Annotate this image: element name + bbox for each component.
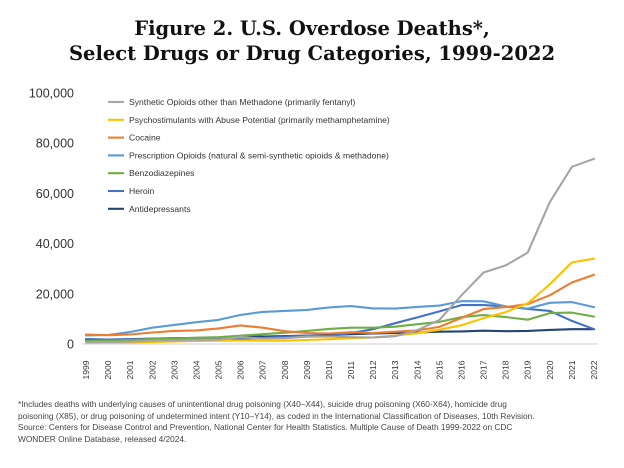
line-chart: 0 20,000 40,000 60,000 80,000 100,000 1999 2000…	[29, 87, 599, 380]
x-tick-label: 2007	[258, 360, 268, 379]
footnote-line-3: Source: Centers for Disease Control and …	[18, 422, 513, 432]
legend-label: Benzodiazepines	[129, 168, 194, 178]
footnote-line-1: *Includes deaths with underlying causes …	[18, 399, 507, 409]
x-tick-label: 2011	[346, 361, 356, 380]
x-tick-label: 2000	[103, 360, 113, 379]
legend-label: Synthetic Opioids other than Methadone (…	[129, 97, 356, 107]
x-tick-label: 2012	[368, 360, 378, 379]
x-tick-label: 2015	[434, 360, 444, 379]
x-tick-label: 2004	[191, 360, 201, 379]
series-line-benzodiazepines	[84, 311, 596, 343]
x-tick-label: 1999	[81, 360, 91, 379]
legend-label: Prescription Opioids (natural & semi-syn…	[129, 150, 389, 160]
x-tick-label: 2005	[214, 360, 224, 379]
x-tick-label: 2019	[523, 360, 533, 379]
x-tick-label: 2020	[545, 360, 555, 379]
legend-label: Antidepressants	[129, 204, 191, 214]
series-line-heroin	[84, 304, 596, 341]
y-tick-label: 20,000	[36, 287, 74, 301]
x-tick-label: 2001	[125, 360, 135, 379]
footnote: *Includes deaths with underlying causes …	[18, 399, 614, 445]
legend-label: Psychostimulants with Abuse Potential (p…	[129, 115, 390, 125]
footnote-line-4: WONDER Online Database, released 4/2024.	[18, 433, 187, 444]
y-tick-label: 0	[67, 338, 74, 352]
x-tick-label: 2009	[302, 360, 312, 379]
y-tick-label: 40,000	[36, 237, 74, 251]
title-line-1: Figure 2. U.S. Overdose Deaths*,	[134, 17, 490, 40]
y-tick-label: 80,000	[36, 137, 74, 151]
title-line-2: Select Drugs or Drug Categories, 1999-20…	[68, 42, 556, 65]
chart-title: Figure 2. U.S. Overdose Deaths*, Select …	[0, 16, 624, 66]
series-line-synthetic-opioids-other-than-methadone	[84, 157, 596, 344]
series-line-cocaine	[84, 273, 596, 337]
footnote-line-2: poisoning (X85), or drug poisoning of un…	[18, 410, 535, 421]
x-tick-label: 2003	[169, 360, 179, 379]
x-tick-label: 2014	[412, 360, 422, 379]
x-tick-label: 2002	[147, 360, 157, 379]
y-tick-label: 100,000	[29, 87, 74, 101]
y-tick-label: 60,000	[36, 187, 74, 201]
x-tick-label: 2013	[390, 360, 400, 379]
x-tick-label: 2018	[501, 360, 511, 379]
x-tick-label: 2010	[324, 360, 334, 379]
x-tick-label: 2017	[479, 360, 489, 379]
x-tick-label: 2006	[236, 360, 246, 379]
legend-label: Heroin	[129, 186, 155, 196]
x-tick-label: 2021	[567, 360, 577, 379]
x-tick-label: 2022	[589, 360, 599, 379]
x-tick-label: 2016	[456, 360, 466, 379]
legend-label: Cocaine	[129, 133, 161, 143]
x-tick-label: 2008	[280, 360, 290, 379]
